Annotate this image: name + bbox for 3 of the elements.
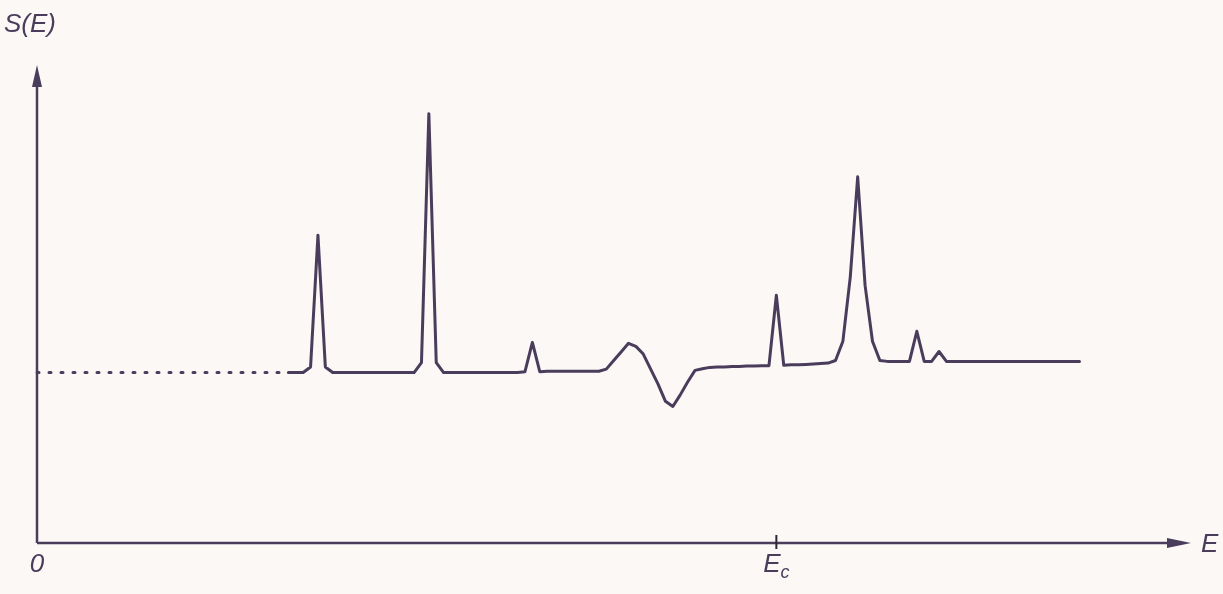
x-tick-label: 0	[29, 548, 45, 579]
y-axis-title: S(E)	[4, 8, 56, 39]
x-axis-title: E	[1201, 528, 1219, 559]
